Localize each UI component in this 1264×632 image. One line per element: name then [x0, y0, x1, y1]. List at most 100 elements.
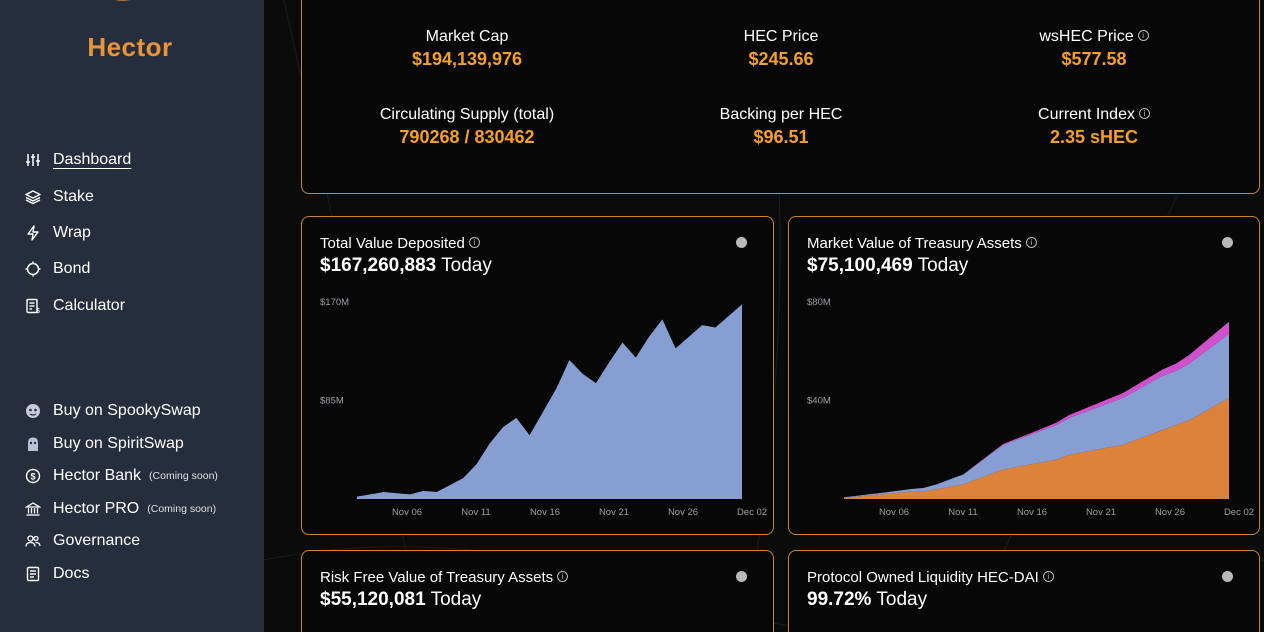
nav-item-stake[interactable]: Stake	[24, 178, 131, 214]
brand-name: Hector	[87, 32, 173, 62]
expand-icon[interactable]	[736, 571, 747, 582]
nav-label-dashboard: Dashboard	[53, 151, 132, 169]
expand-icon[interactable]	[1222, 237, 1233, 248]
calculator-icon: $	[24, 297, 42, 315]
total-value-deposited-card: Total Value Deposited i $167,260,883 Toda…	[301, 216, 774, 535]
chart-value-suffix: Today	[430, 589, 482, 610]
stat-value: $96.51	[753, 127, 809, 147]
x-tick-label: Nov 21	[1086, 507, 1116, 518]
dashboard-icon	[24, 151, 42, 169]
stat-title: Backing per HEC	[719, 106, 843, 123]
market-value-treasury-card: Market Value of Treasury Assets i $75,100…	[788, 216, 1260, 535]
stat-market-cap: Market Cap $194,139,976	[317, 28, 617, 70]
sidebar: Hector Dashboard Stake Wrap Bond	[0, 0, 264, 632]
link-label: Docs	[53, 564, 90, 582]
main-nav: Dashboard Stake Wrap Bond $ Calculator	[24, 142, 131, 324]
dollar-icon: $	[24, 467, 42, 485]
x-tick-label: Nov 06	[392, 507, 422, 518]
stat-title: Market Cap	[425, 28, 509, 45]
stat-backing-per-hec: Backing per HEC $96.51	[631, 106, 931, 148]
nav-label-wrap: Wrap	[53, 223, 91, 241]
link-label: Hector Bank	[53, 467, 142, 485]
link-label: Buy on SpiritSwap	[53, 434, 184, 452]
spiritswap-icon	[24, 435, 42, 453]
chart-title: Risk Free Value of Treasury Assets	[320, 569, 554, 586]
risk-free-value-card: Risk Free Value of Treasury Assets i $55,…	[301, 550, 774, 632]
nav-item-wrap[interactable]: Wrap	[24, 215, 131, 251]
chart-value-suffix: Today	[441, 255, 492, 276]
coming-soon-badge: (Coming soon)	[147, 502, 217, 515]
nav-label-stake: Stake	[53, 187, 94, 205]
stat-current-index: Current Index i 2.35 sHEC	[944, 106, 1244, 148]
chart-value: $55,120,081	[320, 589, 426, 610]
x-tick-label: Dec 02	[1224, 507, 1254, 518]
chart-value-suffix: Today	[917, 255, 969, 276]
x-tick-label: Nov 16	[1017, 507, 1047, 518]
area-series-0	[844, 398, 1229, 499]
protocol-owned-liquidity-card: Protocol Owned Liquidity HEC-DAI i 99.72%…	[788, 550, 1260, 632]
chart-title: Protocol Owned Liquidity HEC-DAI	[807, 569, 1039, 586]
hector-logo-icon	[115, 0, 130, 1]
stats-card: Market Cap $194,139,976 HEC Price $245.6…	[301, 0, 1260, 194]
stat-value: $577.58	[1061, 49, 1127, 69]
spookyswap-icon	[24, 402, 42, 420]
external-links: Buy on SpookySwap Buy on SpiritSwap $ He…	[24, 395, 218, 590]
chart-value: $167,260,883	[320, 255, 437, 276]
lightning-icon	[24, 224, 42, 242]
link-hector-pro[interactable]: Hector PRO (Coming soon)	[24, 493, 218, 526]
x-tick-label: Nov 26	[1155, 507, 1185, 518]
info-icon[interactable]: i	[1025, 237, 1037, 248]
nav-item-calculator[interactable]: $ Calculator	[24, 288, 131, 324]
x-tick-label: Nov 21	[599, 507, 629, 518]
area-series-1	[844, 334, 1229, 498]
chart-title: Total Value Deposited	[320, 235, 465, 252]
x-tick-label: Nov 11	[461, 507, 490, 518]
market-value-chart: $40M $80M Nov 06 Nov 11 Nov 16 Nov 21 Nov 26 De…	[807, 297, 1254, 518]
stat-circulating-supply: Circulating Supply (total) 790268 / 8304…	[317, 106, 617, 148]
area-series-0	[357, 304, 742, 499]
info-icon[interactable]: i	[1042, 571, 1054, 582]
stat-value: $194,139,976	[411, 49, 523, 69]
bond-icon	[24, 260, 42, 278]
link-spookyswap[interactable]: Buy on SpookySwap	[24, 395, 218, 428]
nav-item-dashboard[interactable]: Dashboard	[24, 142, 131, 178]
stat-wshec-price: wsHEC Price i $577.58	[944, 28, 1244, 70]
link-hector-bank[interactable]: $ Hector Bank (Coming soon)	[24, 460, 218, 493]
info-icon[interactable]: i	[468, 237, 480, 248]
coming-soon-badge: (Coming soon)	[149, 470, 218, 483]
stat-title: Current Index	[1038, 106, 1135, 123]
expand-icon[interactable]	[736, 237, 747, 248]
link-docs[interactable]: Docs	[24, 558, 218, 591]
y-tick-label: $85M	[320, 396, 344, 407]
stat-title: Circulating Supply (total)	[379, 106, 555, 123]
y-tick-label: $170M	[320, 297, 349, 308]
svg-text:$: $	[30, 472, 35, 482]
info-icon[interactable]: i	[557, 571, 569, 582]
nav-label-calculator: Calculator	[53, 296, 126, 314]
x-tick-label: Nov 11	[948, 507, 977, 518]
x-tick-label: Dec 02	[737, 507, 767, 518]
stat-title: HEC Price	[743, 28, 819, 45]
users-icon	[24, 532, 42, 550]
nav-item-bond[interactable]: Bond	[24, 251, 131, 287]
chart-value: 99.72%	[807, 589, 872, 610]
stat-value: 790268 / 830462	[399, 127, 535, 147]
stat-value: $245.66	[748, 49, 814, 69]
info-icon[interactable]: i	[1138, 108, 1150, 119]
chart-value: $75,100,469	[807, 255, 913, 276]
link-spiritswap[interactable]: Buy on SpiritSwap	[24, 428, 218, 461]
link-governance[interactable]: Governance	[24, 525, 218, 558]
bank-icon	[24, 500, 42, 518]
y-tick-label: $40M	[807, 396, 831, 407]
expand-icon[interactable]	[1222, 571, 1233, 582]
stake-icon	[24, 188, 42, 206]
nav-label-bond: Bond	[53, 260, 91, 278]
x-tick-label: Nov 06	[879, 507, 909, 518]
info-icon[interactable]: i	[1137, 30, 1149, 41]
stat-hec-price: HEC Price $245.66	[631, 28, 931, 70]
link-label: Hector PRO	[53, 499, 140, 517]
link-label: Buy on SpookySwap	[53, 402, 201, 420]
x-tick-label: Nov 26	[668, 507, 698, 518]
tvd-chart: $85M $170M Nov 06 Nov 11 Nov 16 Nov 21 Nov 26 D…	[320, 297, 767, 518]
stat-title: wsHEC Price	[1039, 28, 1134, 45]
